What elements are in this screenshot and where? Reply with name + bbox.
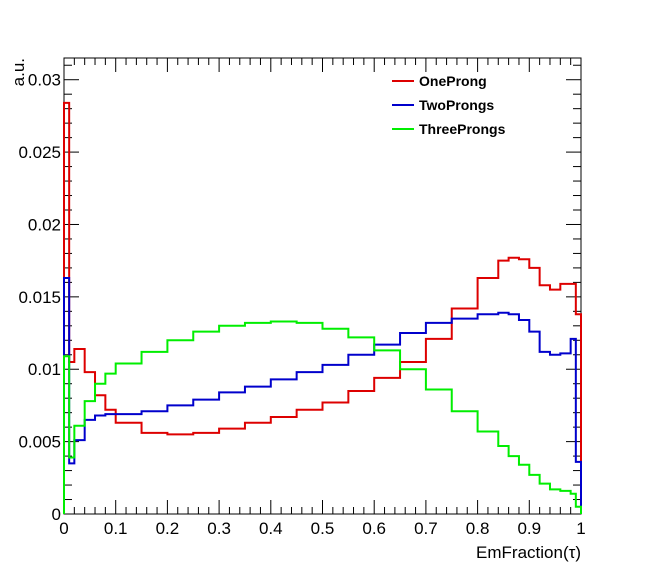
y-axis-title: a.u. [9, 58, 28, 86]
x-axis-title: EmFraction(τ) [476, 543, 581, 562]
x-tick-label: 0.6 [362, 519, 386, 538]
x-tick-label: 0.9 [517, 519, 541, 538]
series-line-oneprong [63, 101, 582, 514]
y-tick-label: 0.01 [28, 360, 61, 379]
x-tick-label: 0.5 [311, 519, 335, 538]
axis-ticks [63, 58, 582, 515]
x-tick-label: 0.3 [207, 519, 231, 538]
x-tick-label: 0.4 [259, 519, 283, 538]
series-line-twoprongs [63, 277, 582, 514]
y-tick-label: 0 [52, 505, 61, 524]
x-tick-label: 1 [576, 519, 585, 538]
y-tick-label: 0.03 [28, 71, 61, 90]
x-tick-label: 0.7 [414, 519, 438, 538]
legend-label: OneProng [419, 73, 487, 89]
x-tick-label: 0 [59, 519, 68, 538]
y-tick-label: 0.005 [18, 433, 61, 452]
series-line-threeprongs [63, 320, 582, 514]
y-tick-label: 0.02 [28, 215, 61, 234]
x-tick-label: 0.1 [104, 519, 128, 538]
legend-label: TwoProngs [419, 97, 494, 113]
legend-label: ThreeProngs [419, 121, 506, 137]
legend: OneProng TwoProngs ThreeProngs [392, 73, 506, 137]
x-tick-label: 0.8 [466, 519, 490, 538]
series-layer [63, 101, 582, 514]
y-tick-label: 0.015 [18, 288, 61, 307]
x-tick-label: 0.2 [156, 519, 180, 538]
x-tick-labels: 0 0.1 0.2 0.3 0.4 0.5 0.6 0.7 0.8 0.9 1 [59, 519, 585, 538]
y-tick-labels: 0 0.005 0.01 0.015 0.02 0.025 0.03 [18, 71, 61, 524]
y-tick-label: 0.025 [18, 143, 61, 162]
